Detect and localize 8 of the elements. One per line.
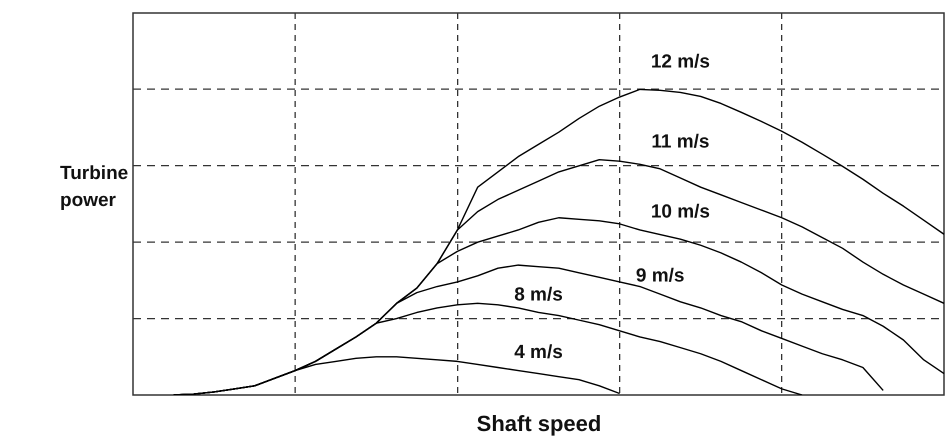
series-label: 8 m/s [514, 284, 563, 306]
series-label: 4 m/s [514, 342, 563, 363]
series-label: 11 m/s [651, 131, 710, 152]
series-label: 12 m/s [650, 52, 710, 73]
y-axis-title: Turbine power [60, 162, 128, 213]
series-label: 9 m/s [636, 265, 684, 286]
series-label: 10 m/s [650, 201, 710, 222]
x-axis-title: Shaft speed [476, 411, 602, 437]
